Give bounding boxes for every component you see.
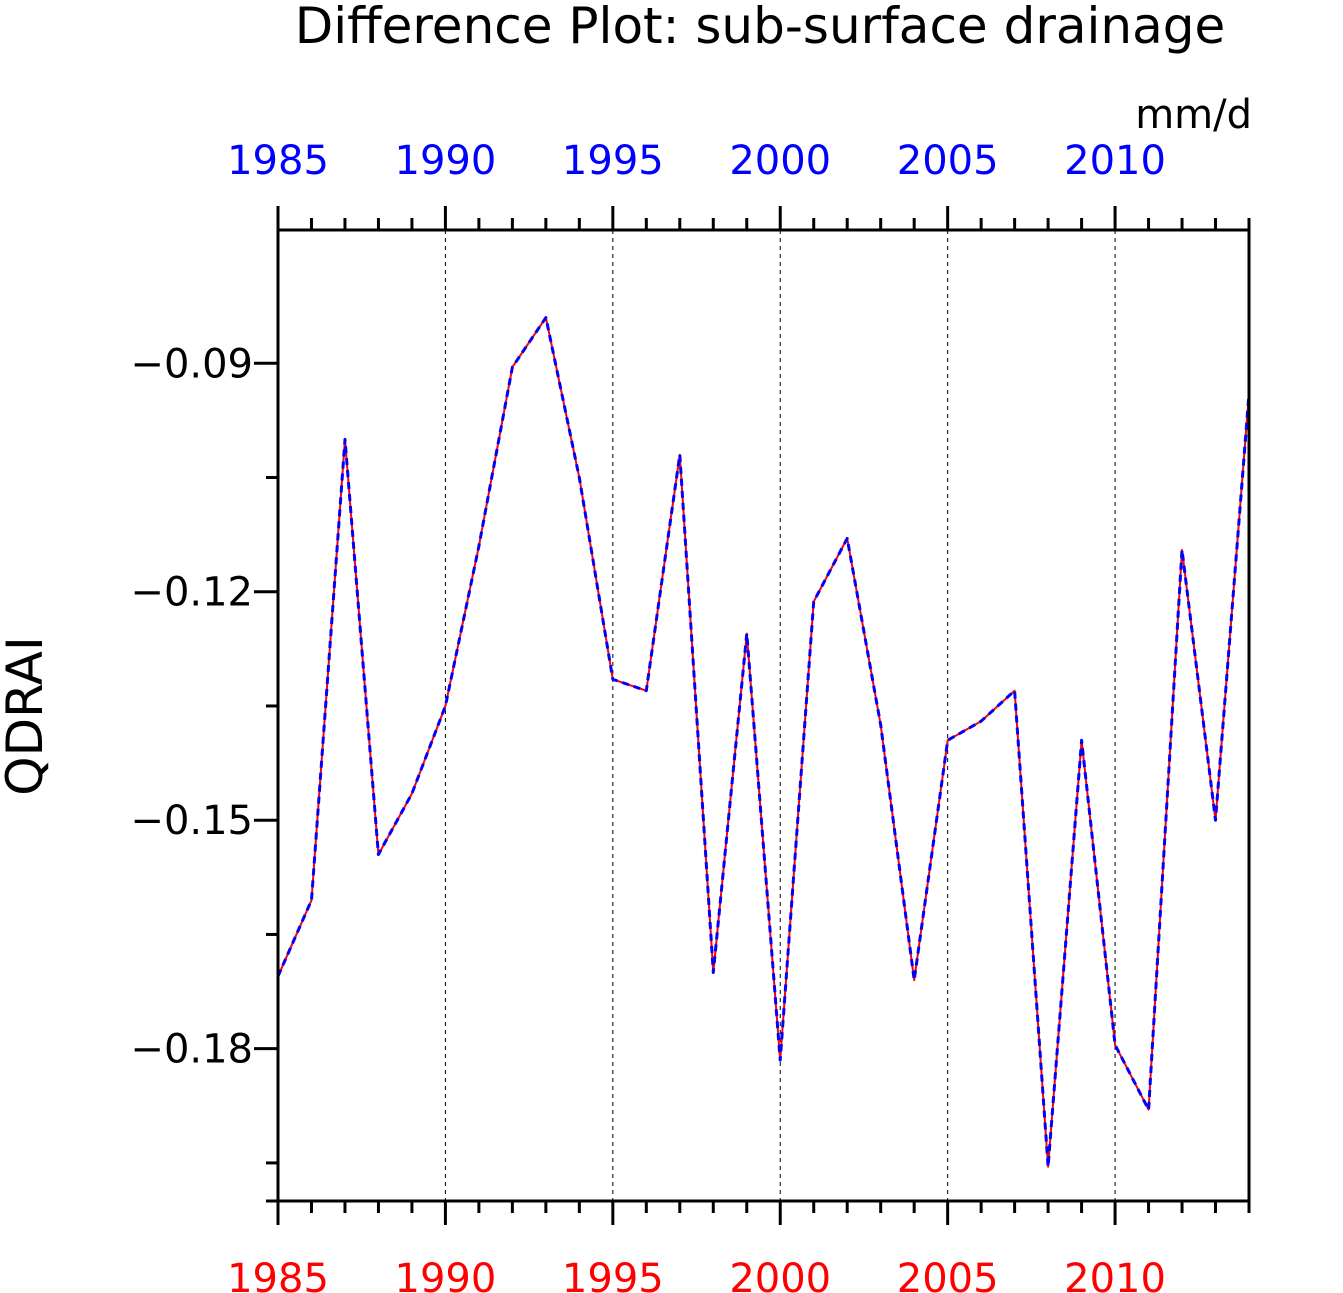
chart-title: Difference Plot: sub-surface drainage xyxy=(295,0,1226,55)
x-tick-label-top: 2000 xyxy=(729,138,831,184)
x-tick-label-bottom: 2010 xyxy=(1064,1256,1166,1293)
x-tick-label-bottom: 2000 xyxy=(729,1256,831,1293)
units-label: mm/d xyxy=(1135,92,1252,138)
x-tick-label-bottom: 1995 xyxy=(562,1256,664,1293)
y-tick-label: −0.09 xyxy=(130,341,253,387)
plot-frame xyxy=(276,228,1251,1203)
axis-ticks xyxy=(254,206,1251,1225)
x-tick-label-bottom: 1990 xyxy=(395,1256,497,1293)
x-tick-label-top: 1995 xyxy=(562,138,664,184)
tick-labels: −0.09 −0.12 −0.15 −0.18 1985 1990 1995 2000 2005… xyxy=(130,138,1166,1293)
series-line-blue-dashed xyxy=(276,316,1251,1169)
x-tick-label-bottom: 1985 xyxy=(227,1256,329,1293)
x-tick-label-top: 1985 xyxy=(227,138,329,184)
x-tick-label-top: 1990 xyxy=(395,138,497,184)
x-tick-label-top: 2010 xyxy=(1064,138,1166,184)
y-tick-label: −0.18 xyxy=(130,1027,253,1073)
series-line-red xyxy=(277,316,1250,1168)
x-tick-label-top: 2005 xyxy=(897,138,999,184)
y-tick-label: −0.12 xyxy=(130,570,253,616)
series-lines xyxy=(276,316,1251,1169)
y-tick-label: −0.15 xyxy=(130,798,253,844)
x-tick-label-bottom: 2005 xyxy=(897,1256,999,1293)
y-axis-label: QDRAI xyxy=(0,636,54,796)
